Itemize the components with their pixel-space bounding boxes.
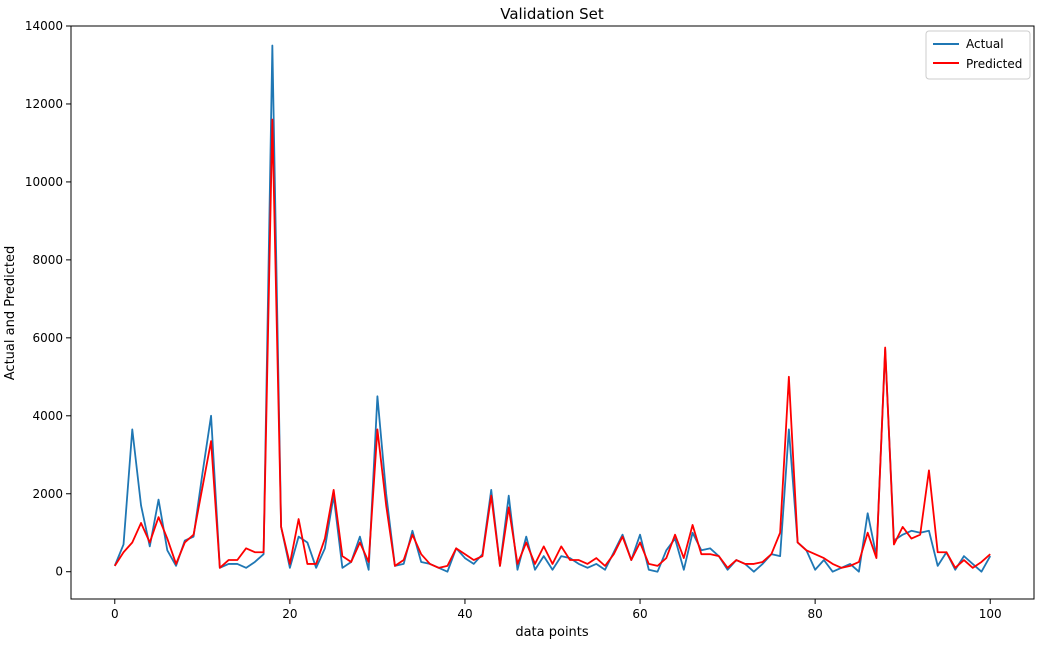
x-tick-label: 100 [979, 607, 1002, 621]
series-line-actual [113, 44, 992, 573]
series-line-predicted [114, 118, 991, 569]
legend: Actual Predicted [925, 30, 1031, 80]
y-axis-label: Actual and Predicted [3, 246, 18, 380]
x-tick-label: 80 [807, 607, 822, 621]
y-tick-label: 4000 [32, 409, 63, 423]
y-tick-label: 10000 [25, 175, 63, 189]
x-axis: 0 20 40 60 80 100 [111, 599, 1002, 621]
y-axis: 0 2000 4000 6000 8000 10000 12000 14000 [25, 19, 71, 579]
plot-frame [70, 25, 1035, 600]
y-tick-label: 6000 [32, 331, 63, 345]
x-tick-label: 0 [111, 607, 119, 621]
series-layer [113, 44, 992, 573]
y-tick-label: 0 [55, 565, 63, 579]
y-tick-label: 2000 [32, 487, 63, 501]
x-tick-label: 60 [632, 607, 647, 621]
chart-title: Validation Set [500, 5, 604, 23]
x-tick-label: 40 [457, 607, 472, 621]
x-axis-label: data points [515, 625, 589, 640]
y-tick-label: 8000 [32, 253, 63, 267]
legend-label-actual: Actual [966, 37, 1004, 51]
y-tick-label: 14000 [25, 19, 63, 33]
legend-label-predicted: Predicted [966, 57, 1022, 71]
x-tick-label: 20 [282, 607, 297, 621]
y-tick-label: 12000 [25, 97, 63, 111]
